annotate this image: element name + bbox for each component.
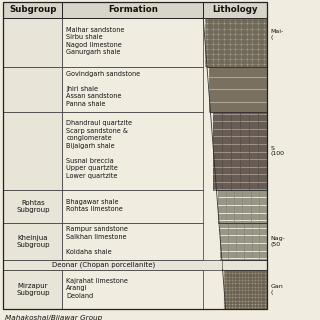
Bar bbox=[209, 67, 267, 112]
Text: Mai-
(: Mai- ( bbox=[270, 29, 284, 40]
Text: Bhagawar shale
Rohtas limestone: Bhagawar shale Rohtas limestone bbox=[66, 199, 123, 212]
Bar bbox=[209, 67, 267, 112]
Bar bbox=[62, 223, 203, 260]
Bar bbox=[3, 189, 62, 223]
Text: Gan
(: Gan ( bbox=[270, 284, 283, 294]
Bar bbox=[3, 112, 62, 189]
Bar bbox=[205, 18, 267, 67]
Bar bbox=[62, 189, 203, 223]
Bar bbox=[222, 260, 267, 269]
Bar bbox=[218, 189, 267, 223]
Bar bbox=[3, 2, 267, 309]
Bar bbox=[203, 2, 267, 18]
Text: S
(100: S (100 bbox=[270, 146, 284, 156]
Bar bbox=[3, 18, 62, 67]
Bar bbox=[224, 269, 267, 309]
Text: Maihar sandstone
Sirbu shale
Nagod limestone
Ganurgarh shale: Maihar sandstone Sirbu shale Nagod limes… bbox=[66, 27, 124, 55]
Text: Dhandraul quartzite
Scarp sandstone &
conglomerate
Bijaigarh shale

Susnai brecc: Dhandraul quartzite Scarp sandstone & co… bbox=[66, 120, 132, 179]
Text: Rampur sandstone
Salkhan limestone

Koldaha shale: Rampur sandstone Salkhan limestone Kolda… bbox=[66, 226, 128, 255]
Text: Lithology: Lithology bbox=[212, 5, 258, 14]
Bar bbox=[62, 18, 203, 67]
Bar bbox=[3, 67, 62, 112]
Bar bbox=[3, 269, 62, 309]
Text: Subgroup: Subgroup bbox=[9, 5, 57, 14]
Bar bbox=[222, 260, 267, 269]
Bar bbox=[205, 18, 267, 67]
Text: Formation: Formation bbox=[108, 5, 158, 14]
Bar bbox=[62, 67, 203, 112]
Bar bbox=[62, 269, 203, 309]
Bar bbox=[62, 2, 203, 18]
Bar bbox=[218, 189, 267, 223]
Bar bbox=[213, 112, 267, 189]
Bar bbox=[222, 260, 267, 269]
Bar bbox=[220, 223, 267, 260]
Text: Mirzapur
Subgroup: Mirzapur Subgroup bbox=[16, 283, 50, 296]
Text: Mahakoshal/Bijawar Group: Mahakoshal/Bijawar Group bbox=[5, 315, 102, 320]
Bar bbox=[3, 2, 62, 18]
Text: Kajrahat limestone
Arangi
Deoland: Kajrahat limestone Arangi Deoland bbox=[66, 278, 128, 299]
Text: Govindgarh sandstone

Jhiri shale
Assan sandstone
Panna shale: Govindgarh sandstone Jhiri shale Assan s… bbox=[66, 71, 140, 107]
Bar bbox=[213, 112, 267, 189]
Text: Nag-
(50: Nag- (50 bbox=[270, 236, 285, 247]
Bar bbox=[3, 223, 62, 260]
Text: Deonar (Chopan porcellanite): Deonar (Chopan porcellanite) bbox=[52, 261, 155, 268]
Bar bbox=[62, 112, 203, 189]
Text: Kheinjua
Subgroup: Kheinjua Subgroup bbox=[16, 235, 50, 248]
Bar bbox=[3, 260, 267, 269]
Text: Rohtas
Subgroup: Rohtas Subgroup bbox=[16, 200, 50, 213]
Bar bbox=[220, 223, 267, 260]
Bar bbox=[224, 269, 267, 309]
